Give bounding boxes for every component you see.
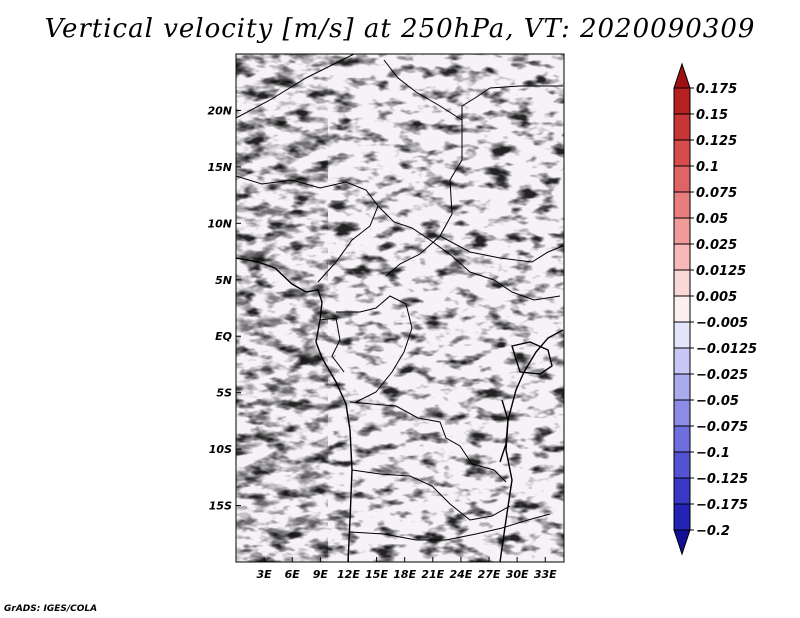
colorbar-swatch bbox=[673, 113, 691, 141]
colorbar-bottom-arrow bbox=[673, 529, 691, 556]
colorbar-swatch bbox=[673, 373, 691, 401]
colorbar-label: 0.0125 bbox=[696, 264, 746, 279]
colorbar-swatch bbox=[673, 347, 691, 375]
lon-tick-label: 27E bbox=[478, 568, 501, 581]
colorbar-swatch bbox=[673, 217, 691, 245]
coastline-east bbox=[499, 329, 564, 562]
colorbar-label: −0.0125 bbox=[696, 342, 757, 357]
lon-tick-label: 30E bbox=[506, 568, 529, 581]
lon-tick-label: 21E bbox=[421, 568, 444, 581]
colorbar-swatch bbox=[673, 503, 691, 531]
plot-title: Vertical velocity [m/s] at 250hPa, VT: 2… bbox=[44, 14, 756, 44]
colorbar-swatch bbox=[673, 243, 691, 271]
colorbar-swatch bbox=[673, 269, 691, 297]
lake-tanganyika bbox=[499, 399, 509, 463]
colorbar-label: −0.1 bbox=[696, 446, 730, 461]
boundary-egypt bbox=[461, 85, 563, 120]
lat-tick-label: 10N bbox=[207, 217, 232, 230]
map-frame bbox=[235, 53, 565, 563]
colorbar-swatch bbox=[673, 425, 691, 453]
lon-tick-label: 3E bbox=[257, 568, 273, 581]
footer-credit: GrADS: IGES/COLA bbox=[4, 604, 98, 614]
colorbar: 0.175 0.15 0.125 0.1 0.075 0.05 0.025 0.0125 0.0… bbox=[673, 62, 757, 556]
longitude-axis: 3E 6E 9E 12E 15E 18E 21E 24E 27E 30E 33E bbox=[257, 557, 557, 581]
boundary-car bbox=[377, 205, 561, 301]
lon-tick-label: 15E bbox=[365, 568, 388, 581]
lon-tick-label: 6E bbox=[285, 568, 301, 581]
colorbar-swatch bbox=[673, 399, 691, 427]
colorbar-swatch bbox=[673, 191, 691, 219]
velocity-field bbox=[236, 54, 564, 562]
boundary-drc-angola bbox=[349, 401, 507, 483]
boundary-sudan-south bbox=[439, 235, 564, 263]
colorbar-label: 0.005 bbox=[696, 290, 737, 305]
lat-tick-label: 10S bbox=[209, 443, 232, 456]
colorbar-label: −0.075 bbox=[696, 420, 748, 435]
country-boundaries bbox=[236, 54, 564, 562]
coastline-west bbox=[236, 257, 353, 562]
colorbar-label: −0.005 bbox=[696, 316, 748, 331]
colorbar-label: −0.2 bbox=[696, 524, 730, 539]
colorbar-top-arrow bbox=[673, 62, 691, 89]
boundary-gabon bbox=[319, 317, 345, 373]
lat-tick-label: 15N bbox=[207, 161, 232, 174]
colorbar-label: 0.15 bbox=[696, 108, 728, 123]
colorbar-swatch bbox=[673, 165, 691, 193]
lon-tick-label: 33E bbox=[534, 568, 557, 581]
boundary-north bbox=[236, 54, 355, 119]
colorbar-label: 0.025 bbox=[696, 238, 737, 253]
colorbar-label: −0.175 bbox=[696, 498, 748, 513]
lon-tick-label: 9E bbox=[313, 568, 329, 581]
colorbar-swatch bbox=[673, 87, 691, 115]
boundary-south bbox=[349, 513, 551, 541]
colorbar-label: −0.05 bbox=[696, 394, 739, 409]
colorbar-label: 0.175 bbox=[696, 82, 737, 97]
lat-tick-label: EQ bbox=[215, 330, 232, 343]
colorbar-label: 0.075 bbox=[696, 186, 737, 201]
lon-tick-label: 18E bbox=[393, 568, 416, 581]
colorbar-label: 0.125 bbox=[696, 134, 737, 149]
lon-tick-label: 12E bbox=[337, 568, 360, 581]
colorbar-label: 0.1 bbox=[696, 160, 719, 175]
lake-victoria bbox=[511, 341, 553, 375]
colorbar-swatch bbox=[673, 139, 691, 167]
boundary-nigeria bbox=[236, 175, 379, 283]
colorbar-label: 0.05 bbox=[696, 212, 728, 227]
colorbar-label: −0.025 bbox=[696, 368, 748, 383]
lon-tick-label: 24E bbox=[450, 568, 473, 581]
lat-tick-label: 5N bbox=[215, 274, 232, 287]
lat-tick-label: 15S bbox=[209, 500, 232, 513]
boundary-congo bbox=[336, 295, 413, 403]
colorbar-swatch bbox=[673, 451, 691, 479]
lat-tick-label: 20N bbox=[207, 104, 232, 117]
colorbar-swatch bbox=[673, 477, 691, 505]
lat-tick-label: 5S bbox=[216, 387, 232, 400]
colorbar-swatch bbox=[673, 295, 691, 323]
colorbar-swatch bbox=[673, 321, 691, 349]
boundary-angola-zambia bbox=[351, 469, 511, 521]
boundary-chad-sudan bbox=[383, 59, 463, 277]
colorbar-label: −0.125 bbox=[696, 472, 748, 487]
latitude-axis: 20N 15N 10N 5N EQ 5S 10S 15S bbox=[207, 104, 241, 513]
